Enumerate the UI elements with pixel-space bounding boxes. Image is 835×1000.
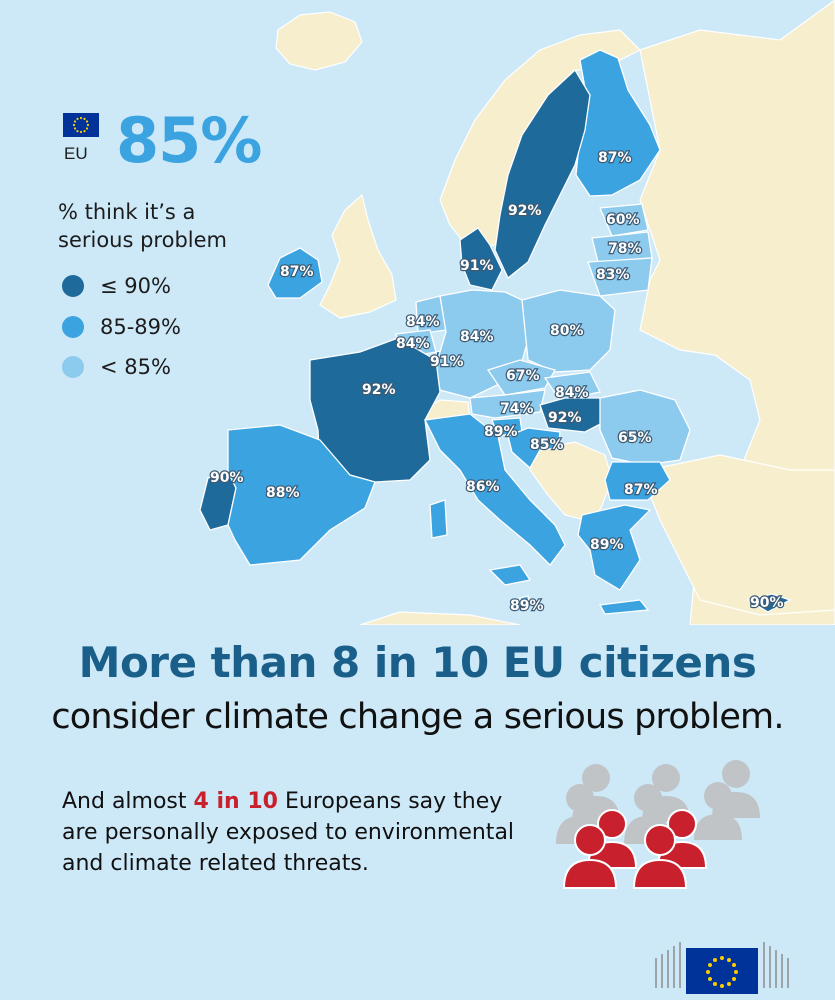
subheadline: consider climate change a serious proble… [51,697,784,737]
label-greece: 89% [590,537,624,553]
label-slovenia: 89% [484,424,518,440]
label-france: 92% [362,382,396,398]
legend-item-medium: 85-89% [62,315,181,339]
country-estonia [599,203,649,237]
label-czechia: 67% [506,368,540,384]
turkey-shape [647,454,835,616]
label-cyprus: 90% [750,595,784,611]
country-cyprus [746,593,792,613]
label-hungary: 92% [548,410,582,426]
legend-item-light: < 85% [62,355,171,379]
european-commission-logo [655,942,789,994]
legend-swatch-light [62,356,84,378]
label-germany: 84% [460,329,494,345]
label-luxembourg: 91% [430,354,464,370]
label-sweden: 92% [508,203,542,219]
label-netherlands: 84% [406,314,440,330]
europe-map: 87% 92% 60% 78% 83% 87% 91% 84% 84% 91% … [199,0,835,625]
label-austria: 74% [500,401,534,417]
label-estonia: 60% [606,212,640,228]
country-slovakia [543,371,601,401]
legend-swatch-medium [62,316,84,338]
country-ireland [267,247,323,299]
country-malta [519,595,530,607]
legend-label-medium: 85-89% [100,315,181,339]
country-sweden [494,68,591,280]
eu-flag-icon [63,113,99,137]
label-malta: 89% [510,598,544,614]
country-bulgaria [604,461,671,501]
eu-average-value: 85% [116,104,262,177]
body-prefix: And almost [62,789,194,814]
people-group-icon [556,760,760,889]
country-austria [469,389,546,419]
body-suffix: Europeans say they are personally expose… [62,789,515,876]
label-portugal: 90% [210,470,244,486]
label-spain: 88% [266,485,300,501]
label-slovakia: 84% [555,385,589,401]
label-finland: 87% [598,150,632,166]
label-bulgaria: 87% [624,482,658,498]
country-sicily [488,564,532,586]
label-denmark: 91% [460,258,494,274]
country-poland [521,289,616,373]
legend-title: % think it’s a serious problem [58,200,227,252]
country-sardinia [429,499,448,539]
label-belgium: 84% [396,336,430,352]
country-romania [599,389,691,466]
legend-swatch-dark [62,275,84,297]
eu-label: EU [64,144,88,163]
country-greece [577,504,652,591]
body-text: And almost 4 in 10 Europeans say they ar… [62,786,542,879]
country-crete [598,599,650,615]
northafrica-shape [359,611,521,625]
country-lithuania [587,257,653,297]
label-poland: 80% [550,323,584,339]
label-croatia: 85% [530,437,564,453]
body-highlight: 4 in 10 [193,789,278,814]
label-ireland: 87% [280,264,314,280]
legend-label-light: < 85% [100,355,171,379]
iceland-shape [275,11,363,71]
country-italy [424,413,566,566]
label-lithuania: 83% [596,267,630,283]
country-croatia [507,427,561,470]
legend-label-dark: ≤ 90% [100,274,171,298]
headline: More than 8 in 10 EU citizens [78,638,757,687]
balkans-shape [529,441,613,521]
label-italy: 86% [466,479,500,495]
label-romania: 65% [618,430,652,446]
country-france [309,337,441,483]
label-latvia: 78% [608,241,642,257]
legend-item-dark: ≤ 90% [62,274,171,298]
country-spain [227,424,376,566]
country-denmark [459,227,503,291]
uk-shape [319,193,397,319]
